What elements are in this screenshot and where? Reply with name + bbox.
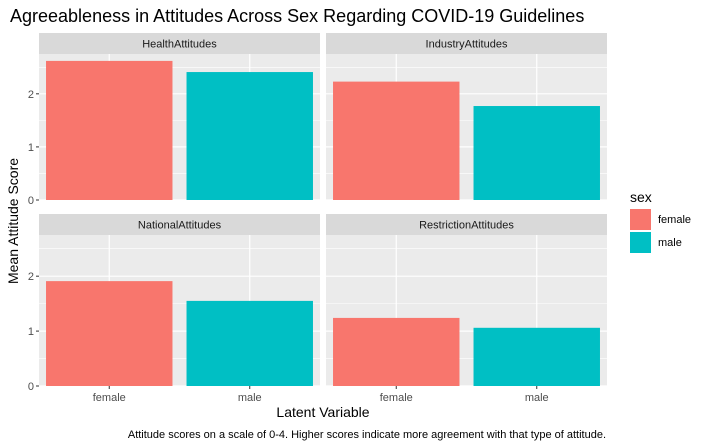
facet-panel: HealthAttitudes 0 1 2 bbox=[28, 33, 320, 207]
facet-panel: RestrictionAttitudes female male bbox=[326, 214, 607, 404]
chart-title: Agreeableness in Attitudes Across Sex Re… bbox=[10, 6, 584, 26]
bar-male bbox=[186, 300, 313, 386]
facet-label: RestrictionAttitudes bbox=[419, 220, 514, 232]
facet-strip bbox=[39, 33, 320, 54]
facet-label: IndustryAttitudes bbox=[426, 39, 508, 51]
y-tick-label: 0 bbox=[28, 381, 34, 393]
y-tick-label: 2 bbox=[28, 271, 34, 283]
facet-panels: HealthAttitudes 0 1 2 IndustryAttitudes Natio… bbox=[28, 33, 607, 404]
legend-title: sex bbox=[630, 189, 652, 205]
bar-female bbox=[333, 317, 460, 386]
legend-key-male bbox=[630, 232, 651, 253]
bar-female bbox=[46, 60, 173, 200]
facet-panel: IndustryAttitudes bbox=[326, 33, 607, 201]
y-tick-label: 0 bbox=[28, 195, 34, 207]
facet-label: NationalAttitudes bbox=[138, 220, 222, 232]
chart-caption: Attitude scores on a scale of 0-4. Highe… bbox=[128, 429, 606, 441]
x-tick-label: male bbox=[238, 392, 262, 404]
facet-strip bbox=[326, 214, 607, 235]
bar-male bbox=[186, 72, 313, 200]
y-tick-label: 1 bbox=[28, 326, 34, 338]
x-tick-label: female bbox=[380, 392, 413, 404]
facet-strip bbox=[326, 33, 607, 54]
bar-female bbox=[46, 281, 173, 386]
y-axis-title: Mean Attitude Score bbox=[5, 158, 21, 284]
y-tick-label: 2 bbox=[28, 89, 34, 101]
x-tick-label: female bbox=[93, 392, 126, 404]
x-tick-label: male bbox=[525, 392, 549, 404]
bar-male bbox=[473, 327, 600, 386]
facet-strip bbox=[39, 214, 320, 235]
facet-label: HealthAttitudes bbox=[142, 39, 217, 51]
legend-label: male bbox=[658, 237, 682, 249]
y-tick-label: 1 bbox=[28, 142, 34, 154]
facet-panel: NationalAttitudes 0 1 2 female male bbox=[28, 214, 320, 404]
legend-key-female bbox=[630, 209, 651, 230]
legend: sex female male bbox=[630, 189, 691, 253]
x-axis-title: Latent Variable bbox=[276, 404, 369, 420]
bar-male bbox=[473, 106, 600, 200]
legend-label: female bbox=[658, 214, 691, 226]
bar-female bbox=[333, 81, 460, 200]
